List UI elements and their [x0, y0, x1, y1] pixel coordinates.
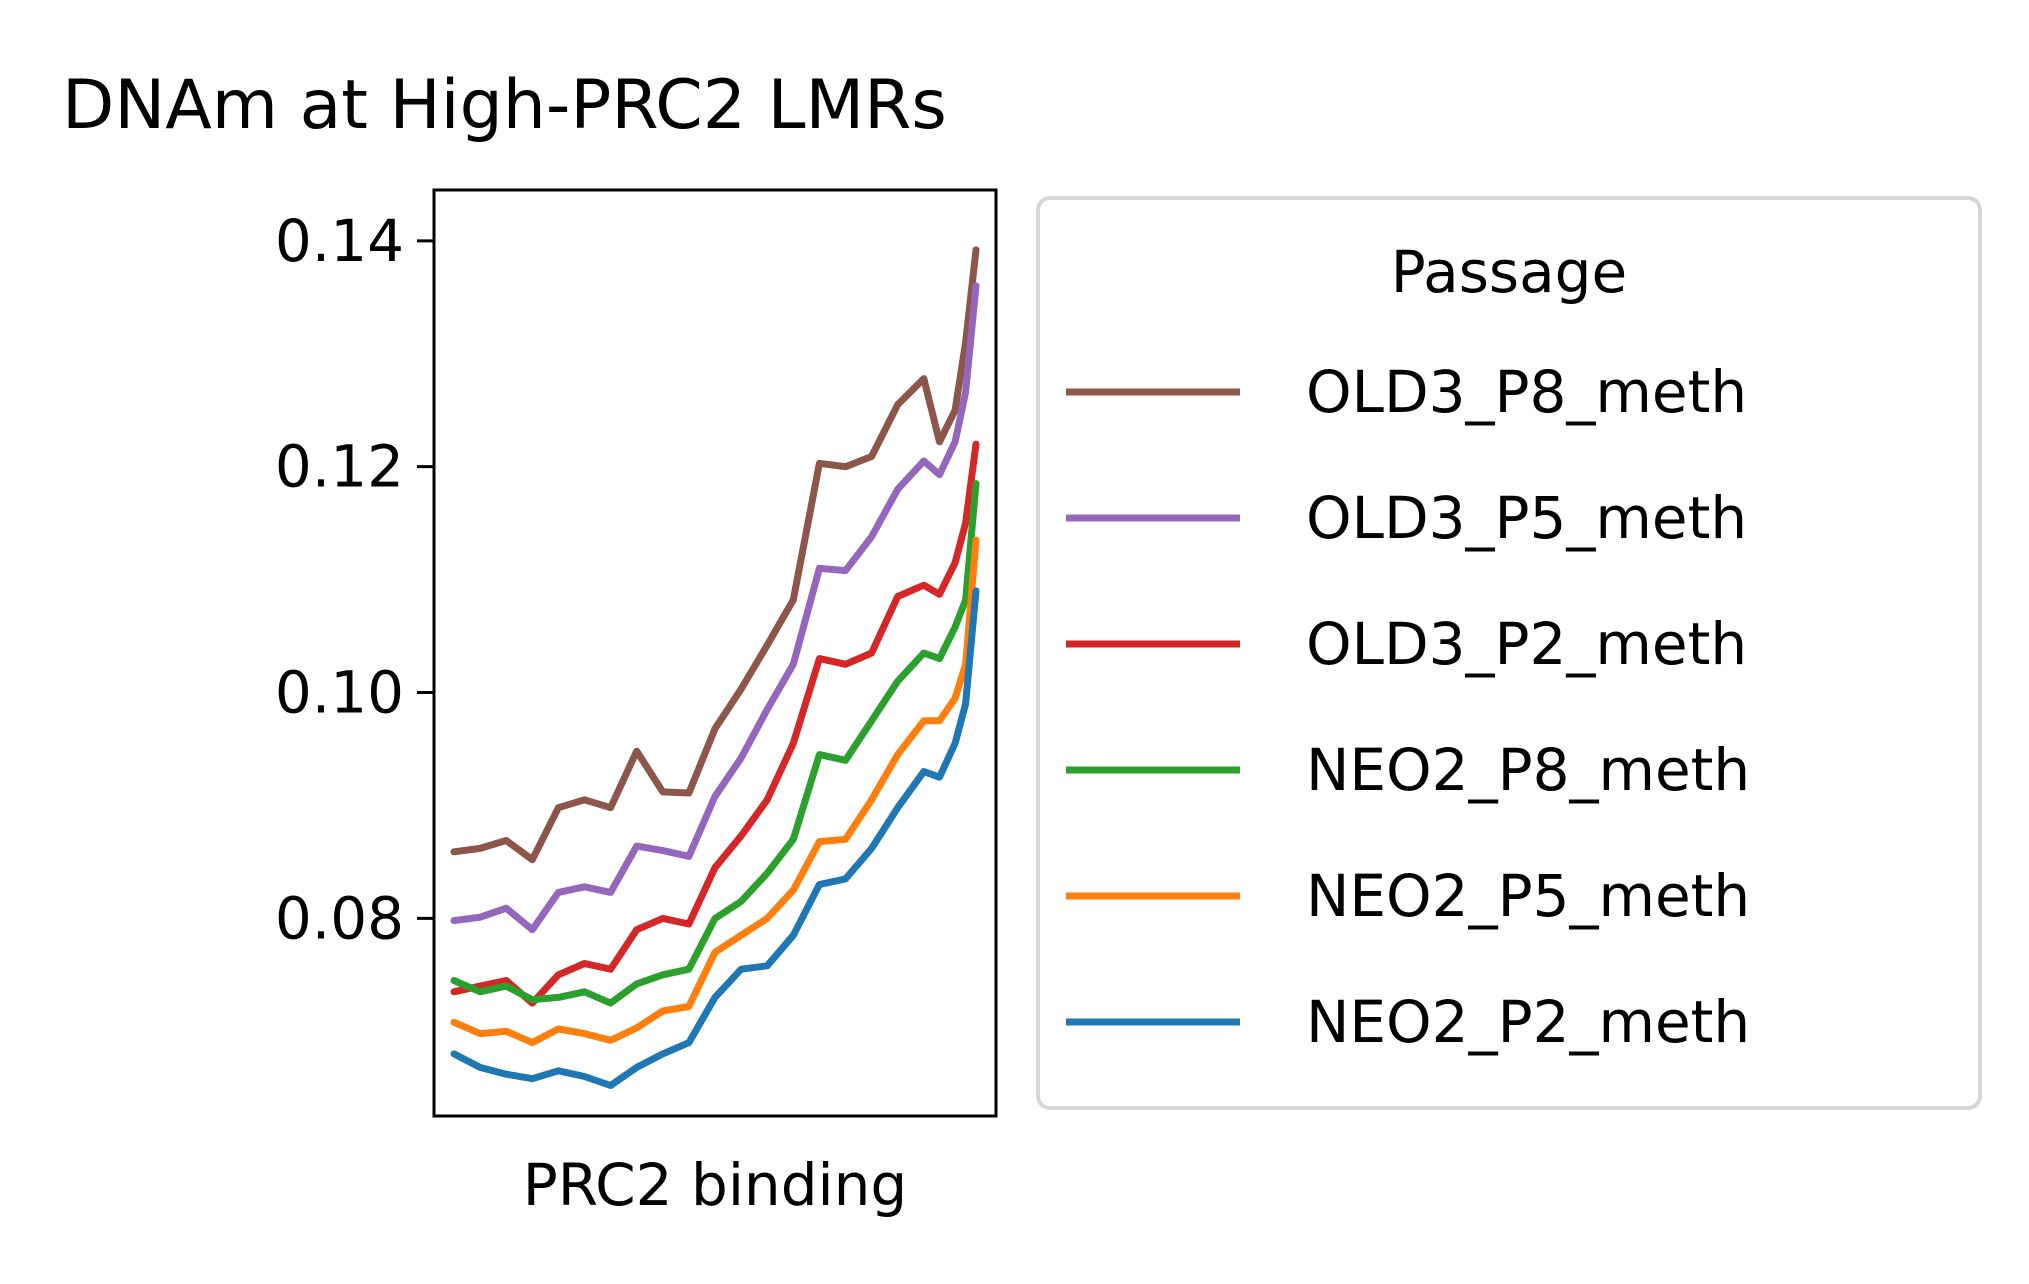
series-line-old3-p5-meth: [450, 282, 980, 934]
legend-label: OLD3_P2_meth: [1306, 610, 1747, 678]
y-axis: 0.08 0.10 0.12 0.14: [275, 207, 434, 952]
plot-frame: [432, 188, 998, 1118]
legend-label: NEO2_P8_meth: [1306, 736, 1750, 804]
legend-entries: OLD3_P8_meth OLD3_P5_meth OLD3_P2_meth NEO2…: [1066, 358, 1750, 1056]
series-line-neo2-p8-meth: [450, 480, 980, 1007]
series-line-neo2-p2-meth: [450, 587, 980, 1089]
series-line-old3-p8-meth: [450, 246, 980, 864]
y-tick-label: 0.12: [275, 433, 404, 501]
y-tick-label: 0.14: [275, 207, 404, 275]
series-line-old3-p2-meth: [450, 440, 980, 1007]
legend-label: NEO2_P2_meth: [1306, 988, 1750, 1056]
x-axis-label: PRC2 binding: [523, 1151, 907, 1219]
y-tick-label: 0.08: [275, 884, 404, 952]
legend-label: OLD3_P5_meth: [1306, 484, 1747, 552]
legend-label: NEO2_P5_meth: [1306, 862, 1750, 930]
legend: Passage OLD3_P8_meth OLD3_P5_meth OLD3_P2_…: [1036, 196, 1982, 1110]
legend-box: [1036, 196, 1982, 1110]
legend-title: Passage: [1391, 238, 1627, 306]
series-line-neo2-p5-meth: [450, 536, 980, 1047]
series-lines: [450, 246, 980, 1089]
legend-label: OLD3_P8_meth: [1306, 358, 1747, 426]
chart-title: DNAm at High-PRC2 LMRs: [62, 66, 947, 145]
y-tick-label: 0.10: [275, 659, 404, 727]
